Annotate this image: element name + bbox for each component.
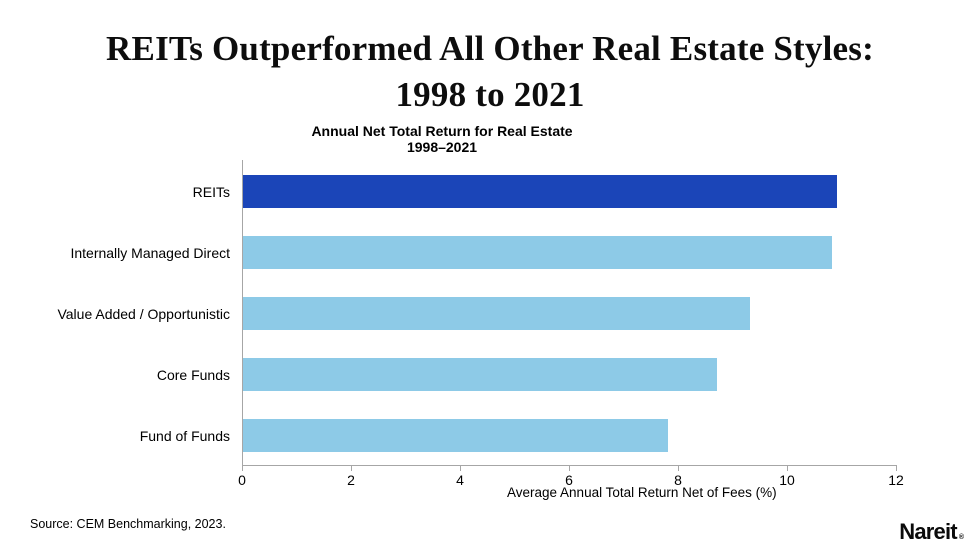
bar-reits [243,175,837,208]
category-label-value-added-opportunistic: Value Added / Opportunistic [57,305,230,322]
plot-area: 0 2 4 6 8 10 12 [238,160,904,488]
x-tick-label-4: 4 [456,472,464,488]
page-title: REITs Outperformed All Other Real Estate… [0,26,980,118]
x-tick-label-0: 0 [238,472,246,488]
chart-title-line1: Annual Net Total Return for Real Estate [311,123,573,139]
bar-internally-managed-direct [243,236,832,269]
y-axis-line [242,160,243,465]
chart-title: Annual Net Total Return for Real Estate … [311,123,572,155]
source-note: Source: CEM Benchmarking, 2023. [30,517,226,531]
x-tick-mark-0 [242,466,243,471]
x-axis-title: Average Annual Total Return Net of Fees … [507,485,777,500]
nareit-logo-text: Nareit [899,519,957,544]
category-label-internally-managed-direct: Internally Managed Direct [70,244,230,261]
registered-trademark-icon: ® [958,534,964,541]
bar-fund-of-funds [243,419,668,452]
x-tick-label-8: 8 [674,472,682,488]
chart-title-line2: 1998–2021 [406,139,478,155]
category-label-fund-of-funds: Fund of Funds [139,427,230,444]
x-tick-mark-2 [351,466,352,471]
x-tick-mark-4 [460,466,461,471]
x-tick-mark-10 [787,466,788,471]
page-title-line1: REITs Outperformed All Other Real Estate… [106,29,874,68]
bar-core-funds [243,358,717,391]
x-tick-mark-6 [569,466,570,471]
x-tick-mark-8 [678,466,679,471]
x-axis-line [242,465,897,466]
x-tick-label-6: 6 [565,472,573,488]
x-tick-label-10: 10 [779,472,795,488]
nareit-logo: Nareit ® [899,519,964,545]
x-tick-label-2: 2 [347,472,355,488]
category-label-core-funds: Core Funds [156,366,230,383]
page-title-line2: 1998 to 2021 [395,75,585,114]
x-tick-mark-12 [896,466,897,471]
x-tick-label-12: 12 [888,472,904,488]
bar-value-added-opportunistic [243,297,750,330]
category-label-reits: REITs [192,183,230,200]
